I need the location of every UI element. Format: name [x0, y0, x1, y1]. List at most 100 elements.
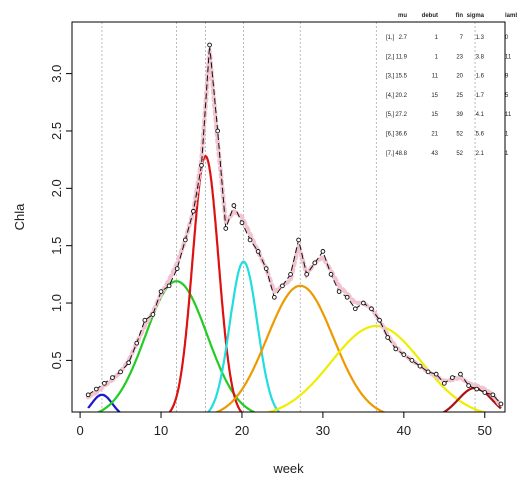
- observed-point: [312, 260, 318, 266]
- table-cell: 1: [505, 132, 509, 138]
- table-row-label: [1,]: [386, 35, 395, 41]
- observed-point: [344, 294, 350, 300]
- table-cell: 27.2: [395, 112, 407, 118]
- observed-point: [231, 203, 237, 208]
- table-header-fin: fin: [456, 13, 464, 19]
- table-cell: 1: [435, 54, 439, 60]
- observed-point: [450, 375, 455, 380]
- table-cell: 9: [505, 74, 509, 80]
- observed-point: [336, 289, 342, 294]
- observed-point: [199, 163, 204, 168]
- y-axis-title: Chla: [12, 203, 27, 231]
- observed-series: [85, 42, 504, 407]
- table-cell: 20.2: [395, 93, 407, 99]
- component-curve-3: [168, 155, 243, 412]
- table-row-label: [5,]: [386, 112, 395, 118]
- table-cell: 43: [431, 151, 438, 157]
- table-header-sigma: sigma: [467, 13, 485, 19]
- component-curve-4: [206, 260, 281, 412]
- table-row-label: [7,]: [386, 151, 395, 157]
- observed-point: [223, 226, 229, 231]
- y-axis: 0.5 1.0 1.5 2.0 2.5 3.0: [49, 65, 72, 369]
- y-tick-label: 2.0: [49, 179, 64, 197]
- table-cell: 48.8: [395, 151, 407, 157]
- observed-point: [215, 128, 221, 134]
- observed-point: [239, 220, 245, 226]
- table-cell: 15.5: [395, 74, 407, 80]
- x-tick-label: 0: [76, 423, 83, 438]
- table-header-debut: debut: [422, 13, 438, 19]
- table-cell: 5: [505, 93, 509, 99]
- table-cell: 52: [456, 151, 463, 157]
- table-cell: 5.6: [476, 132, 485, 138]
- observed-point: [280, 283, 285, 289]
- table-cell: 11: [432, 74, 439, 80]
- table-cell: 0: [505, 35, 509, 41]
- component-curve-6: [265, 324, 488, 412]
- observed-point: [377, 317, 382, 323]
- observed-point: [126, 360, 132, 366]
- observed-point: [385, 335, 390, 340]
- x-tick-label: 30: [316, 423, 330, 438]
- observed-point: [263, 266, 269, 271]
- table-cell: 4.1: [476, 112, 485, 118]
- table-cell: 2.7: [399, 35, 408, 41]
- observed-point: [425, 369, 431, 375]
- table-cell: 15: [431, 93, 438, 99]
- y-tick-label: 3.0: [49, 65, 64, 83]
- observed-point: [401, 352, 407, 357]
- observed-point: [498, 401, 504, 407]
- observed-point: [118, 369, 123, 375]
- table-cell: 1.7: [476, 93, 485, 99]
- x-axis: 0 10 20 30 40 50: [76, 412, 492, 438]
- fitted-curve-group: [85, 50, 504, 409]
- observed-point: [85, 392, 91, 398]
- observed-point: [361, 300, 366, 306]
- component-curves: [87, 155, 502, 412]
- observed-point: [304, 272, 310, 277]
- y-tick-label: 0.5: [49, 351, 64, 369]
- observed-point: [490, 392, 496, 398]
- table-row-label: [3,]: [386, 74, 395, 80]
- table-header-lamb: lamb: [505, 13, 517, 19]
- observed-point: [247, 237, 253, 243]
- observed-point: [458, 371, 463, 377]
- observed-point: [433, 371, 439, 377]
- component-curve-5: [214, 284, 387, 412]
- observed-point: [255, 249, 261, 254]
- observed-point: [296, 237, 301, 243]
- observed-point: [142, 317, 148, 323]
- y-tick-label: 2.5: [49, 122, 64, 140]
- x-tick-label: 40: [397, 423, 411, 438]
- observed-point: [271, 294, 277, 300]
- observed-point: [474, 386, 480, 392]
- table-cell: 52: [456, 132, 463, 138]
- table-cell: 1.6: [476, 74, 485, 80]
- table-cell: 36.6: [395, 132, 407, 138]
- observed-point: [207, 42, 212, 48]
- observed-point: [328, 272, 334, 277]
- table-cell: 21: [431, 132, 438, 138]
- fitted-curve: [85, 50, 504, 409]
- vertical-reference-lines: [101, 22, 476, 412]
- observed-point: [482, 390, 488, 395]
- table-cell: 11: [505, 112, 512, 118]
- observed-point: [158, 289, 164, 294]
- observed-point: [191, 208, 196, 214]
- observed-point: [150, 312, 156, 317]
- table-cell: 1: [435, 35, 439, 41]
- observed-point: [102, 380, 107, 386]
- observed-point: [466, 383, 471, 388]
- plot-frame: [71, 21, 506, 413]
- table-row-label: [4,]: [386, 93, 395, 99]
- observed-point: [417, 363, 423, 369]
- observed-point: [352, 306, 358, 312]
- observed-point: [166, 283, 172, 289]
- x-tick-label: 50: [478, 423, 492, 438]
- observed-point: [110, 375, 115, 380]
- table-cell: 39: [456, 112, 463, 118]
- table-row-label: [2,]: [386, 54, 395, 60]
- table-cell: 25: [456, 93, 463, 99]
- table-cell: 23: [456, 54, 463, 60]
